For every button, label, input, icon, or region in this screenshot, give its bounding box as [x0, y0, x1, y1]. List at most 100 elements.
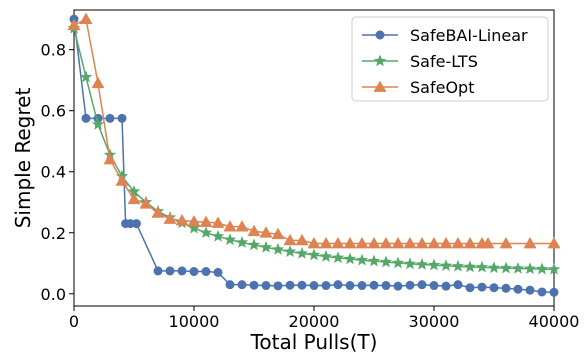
data-point [331, 251, 345, 264]
data-point [283, 245, 297, 257]
data-point [381, 281, 391, 291]
data-point [223, 220, 237, 232]
data-point [451, 236, 465, 249]
data-point [175, 214, 189, 226]
data-point [513, 284, 523, 294]
data-point [393, 281, 403, 291]
data-point [511, 261, 525, 274]
legend-box [351, 16, 549, 102]
data-point [105, 113, 115, 123]
data-point [79, 12, 93, 25]
data-point [199, 226, 213, 239]
data-point [453, 280, 463, 290]
data-point [427, 258, 441, 271]
data-point [177, 266, 187, 276]
y-axis-label: Simple Regret [11, 88, 35, 229]
data-point [321, 281, 331, 291]
data-point [189, 267, 199, 277]
data-point [127, 192, 141, 205]
data-point [439, 236, 453, 249]
data-point [355, 253, 369, 266]
y-tick-label: 0.0 [41, 285, 66, 304]
x-tick-label: 20000 [289, 312, 340, 331]
data-point [463, 236, 477, 249]
data-point [367, 236, 381, 249]
data-point [319, 236, 333, 249]
data-point [249, 280, 259, 290]
data-point [151, 206, 165, 218]
data-point [319, 250, 333, 262]
data-point [451, 259, 465, 272]
data-point [295, 247, 309, 259]
data-point [139, 197, 153, 209]
y-tick-label: 0.4 [41, 163, 66, 182]
data-point [403, 236, 417, 249]
data-point [283, 233, 297, 246]
data-point [343, 252, 357, 265]
data-point [211, 216, 225, 228]
data-point [211, 229, 225, 242]
data-point [259, 226, 273, 238]
data-point [297, 280, 307, 290]
data-point [187, 214, 201, 227]
data-point [81, 113, 91, 123]
data-point [549, 287, 559, 297]
data-point [367, 254, 381, 267]
data-point [355, 236, 369, 249]
data-point [439, 259, 453, 271]
legend-marker [375, 30, 385, 40]
data-point [535, 262, 549, 275]
data-point [475, 260, 489, 273]
data-point [537, 287, 547, 297]
data-point [391, 236, 405, 249]
data-point [153, 266, 163, 276]
data-point [117, 113, 127, 123]
x-tick-label: 0 [69, 312, 79, 331]
data-point [285, 280, 295, 290]
y-tick-label: 0.8 [41, 41, 66, 60]
data-point [79, 70, 93, 83]
data-point [237, 280, 247, 290]
data-point [333, 280, 343, 290]
data-point [213, 267, 223, 277]
axis-ticks: 0 10000 20000 30000 40000 0.0 0.2 0.4 0.6 0.8 [41, 41, 580, 331]
data-point [127, 185, 141, 197]
data-point [261, 281, 271, 291]
data-point [247, 224, 261, 237]
series-triangle [67, 12, 561, 249]
x-axis-label: Total Pulls(T) [250, 330, 378, 354]
x-tick-label: 30000 [409, 312, 460, 331]
data-point [391, 256, 405, 269]
data-point [487, 261, 501, 274]
data-point [273, 281, 283, 291]
legend-label: SafeBAI-Linear [410, 26, 528, 45]
data-point [165, 266, 175, 276]
data-point [187, 221, 201, 234]
data-point [405, 280, 415, 290]
legend-marker [373, 54, 387, 67]
data-point [235, 236, 249, 248]
data-point [247, 238, 261, 251]
y-tick-label: 0.2 [41, 224, 66, 243]
data-point [307, 248, 321, 261]
data-point [131, 219, 141, 229]
data-point [259, 240, 273, 253]
data-point [417, 280, 427, 290]
data-point [343, 236, 357, 249]
data-point [465, 283, 475, 293]
data-point [379, 236, 393, 249]
series-layer [67, 12, 561, 297]
series-circle [69, 14, 559, 297]
data-point [501, 283, 511, 293]
data-point [415, 258, 429, 270]
data-point [357, 281, 367, 291]
data-point [525, 285, 535, 295]
data-point [91, 76, 105, 89]
data-point [223, 233, 237, 246]
x-tick-label: 40000 [529, 312, 580, 331]
data-point [115, 174, 129, 186]
data-point [163, 212, 177, 224]
data-point [427, 236, 441, 249]
data-point [309, 281, 319, 291]
